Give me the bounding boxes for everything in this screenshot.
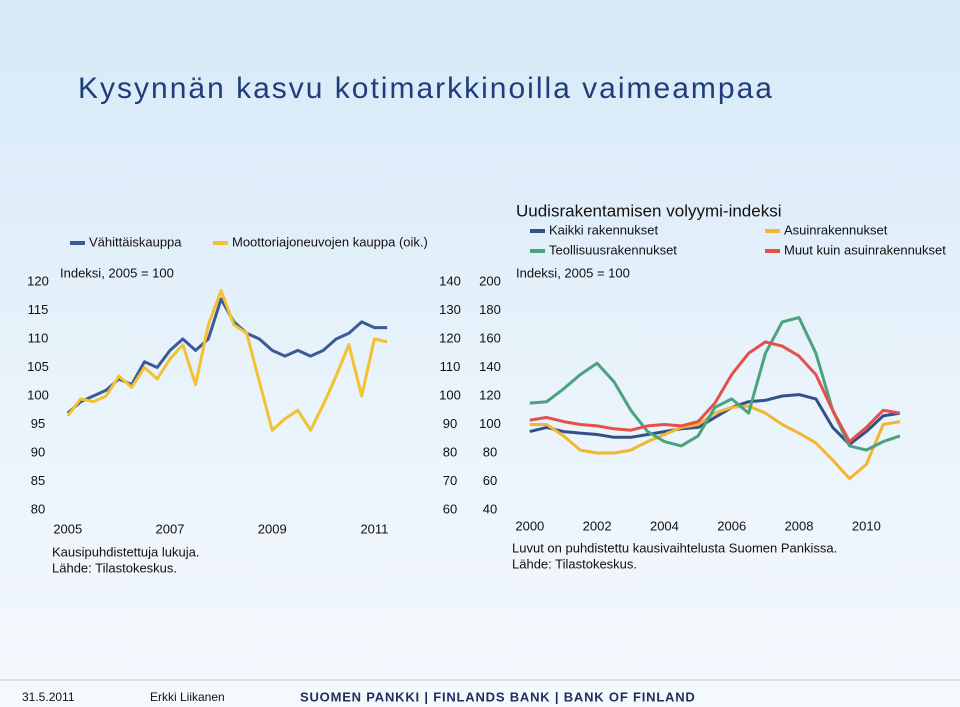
y-tick-label: 160	[479, 330, 501, 345]
legend-label: Muut kuin asuinrakennukset	[784, 242, 946, 257]
y-tick-label: 60	[483, 473, 497, 488]
series-line	[66, 289, 388, 432]
y-tick-label: 90	[31, 444, 45, 459]
y-tick-label: 100	[479, 416, 501, 431]
y-tick-label: 40	[483, 501, 497, 516]
y2-tick-label: 70	[443, 473, 457, 488]
y2-tick-label: 110	[440, 359, 461, 374]
series-line	[66, 297, 388, 415]
y2-tick-label: 90	[443, 416, 457, 431]
y2-tick-label: 60	[443, 501, 457, 516]
y-tick-label: 120	[479, 387, 501, 402]
y-tick-label: 95	[31, 416, 45, 431]
y-tick-label: 85	[31, 473, 45, 488]
footer-author: Erkki Liikanen	[150, 690, 225, 704]
legend-label: Moottoriajoneuvojen kauppa (oik.)	[232, 234, 428, 249]
axis-annotation: Indeksi, 2005 = 100	[516, 265, 630, 280]
x-tick-label: 2009	[258, 521, 287, 536]
y2-tick-label: 120	[439, 330, 461, 345]
x-tick-label: 2011	[360, 521, 388, 536]
x-tick-label: 2006	[717, 518, 746, 533]
x-tick-label: 2000	[515, 518, 544, 533]
slide-title: Kysynnän kasvu kotimarkkinoilla vaimeamp…	[78, 72, 774, 105]
y-tick-label: 80	[483, 444, 497, 459]
axis-annotation: Indeksi, 2005 = 100	[60, 265, 174, 280]
chart-title: Uudisrakentamisen volyymi-indeksi	[516, 201, 781, 220]
series-line	[529, 404, 901, 481]
y-tick-label: 100	[27, 387, 49, 402]
source-note: Luvut on puhdistettu kausivaihtelusta Su…	[512, 540, 837, 555]
legend-label: Asuinrakennukset	[784, 222, 888, 237]
y-tick-label: 110	[28, 330, 49, 345]
source-note: Kausipuhdistettuja lukuja.	[52, 544, 199, 559]
y-tick-label: 180	[479, 302, 501, 317]
y-tick-label: 120	[27, 273, 49, 288]
y2-tick-label: 80	[443, 444, 457, 459]
series-line	[529, 340, 901, 444]
y-tick-label: 80	[31, 501, 45, 516]
x-tick-label: 2010	[852, 518, 881, 533]
footer-bank: SUOMEN PANKKI | FINLANDS BANK | BANK OF …	[300, 689, 696, 704]
x-tick-label: 2008	[785, 518, 814, 533]
x-tick-label: 2004	[650, 518, 679, 533]
legend-label: Kaikki rakennukset	[549, 222, 658, 237]
x-tick-label: 2002	[583, 518, 612, 533]
y2-tick-label: 140	[439, 273, 461, 288]
y2-tick-label: 100	[439, 387, 461, 402]
y-tick-label: 115	[28, 302, 49, 317]
y-tick-label: 200	[479, 273, 501, 288]
legend-label: Teollisuusrakennukset	[549, 242, 677, 257]
y2-tick-label: 130	[439, 302, 461, 317]
y-tick-label: 140	[479, 359, 501, 374]
series-line	[529, 393, 901, 446]
x-tick-label: 2005	[53, 521, 82, 536]
legend-label: Vähittäiskauppa	[89, 234, 182, 249]
source-note: Lähde: Tilastokeskus.	[512, 556, 637, 571]
footer-date: 31.5.2011	[22, 690, 75, 704]
source-note: Lähde: Tilastokeskus.	[52, 560, 177, 575]
y-tick-label: 105	[27, 359, 49, 374]
x-tick-label: 2007	[156, 521, 185, 536]
